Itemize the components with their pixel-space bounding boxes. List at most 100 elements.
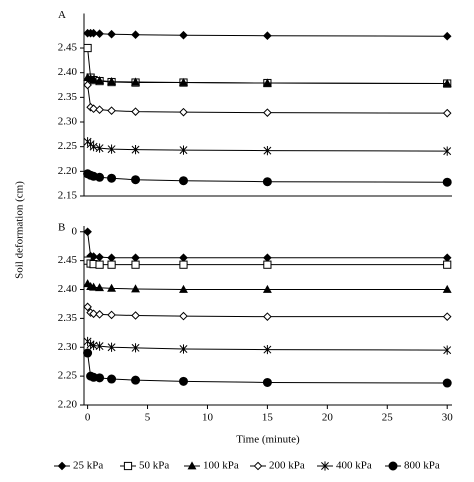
legend-item: 200 kPa: [250, 460, 305, 472]
marker: [89, 104, 98, 114]
x-tick-label: 0: [85, 412, 91, 424]
marker: [443, 260, 452, 269]
series-line: [87, 47, 448, 85]
marker: [107, 144, 116, 154]
marker: [179, 311, 188, 321]
marker: [179, 253, 188, 263]
y-tick-label: 2.25: [58, 370, 78, 382]
marker: [443, 146, 452, 156]
x-tick-label: 10: [202, 412, 214, 424]
marker: [263, 260, 272, 269]
marker: [83, 302, 92, 312]
marker: [107, 76, 117, 85]
legend-label: 50 kPa: [139, 460, 169, 472]
marker: [442, 177, 452, 187]
marker: [131, 30, 140, 40]
y-tick-label: 2.15: [58, 190, 78, 202]
marker: [442, 312, 452, 321]
x-tick-label: 5: [145, 412, 151, 424]
x-tick-label: 25: [382, 412, 394, 424]
marker: [262, 78, 272, 87]
marker: [107, 310, 116, 320]
marker: [442, 108, 452, 118]
marker: [443, 345, 452, 355]
marker: [95, 29, 104, 39]
marker: [131, 107, 140, 116]
y-axis-label: Soil deformation (cm): [14, 181, 26, 279]
marker: [179, 260, 188, 269]
marker: [95, 105, 104, 114]
marker: [95, 75, 105, 84]
marker: [95, 172, 105, 182]
marker: [83, 43, 92, 53]
x-tick-label: 15: [262, 412, 274, 424]
marker: [107, 260, 116, 269]
legend-item: 25 kPa: [54, 460, 103, 472]
legend-marker: [388, 461, 398, 471]
marker: [107, 106, 116, 115]
marker: [89, 74, 99, 83]
y-tick-label: 2.40: [58, 283, 78, 295]
legend-item: 400 kPa: [317, 460, 372, 472]
legend-label: 800 kPa: [404, 460, 440, 472]
legend-marker: [57, 461, 67, 471]
marker: [107, 253, 116, 263]
legend-item: 100 kPa: [184, 460, 239, 472]
y-tick-label: 2.35: [58, 312, 78, 324]
marker: [95, 260, 104, 269]
marker: [131, 145, 140, 155]
legend-label: 200 kPa: [269, 460, 305, 472]
marker: [179, 284, 188, 293]
legend-label: 25 kPa: [73, 460, 103, 472]
y-tick-label: 2.20: [58, 399, 78, 411]
y-tick-label: 0: [72, 225, 78, 237]
marker: [178, 176, 188, 186]
marker: [107, 374, 117, 384]
legend-marker: [123, 461, 133, 471]
marker: [83, 348, 93, 358]
y-tick-label: 2.40: [58, 66, 78, 78]
marker: [107, 29, 116, 39]
marker: [263, 344, 272, 355]
marker: [262, 377, 272, 387]
panel-label: B: [58, 222, 65, 234]
marker: [179, 107, 188, 117]
marker: [131, 253, 140, 263]
y-tick-label: 2.30: [58, 341, 78, 353]
panel-label: A: [58, 9, 66, 21]
legend-marker: [187, 461, 197, 470]
marker: [178, 376, 188, 386]
marker: [179, 77, 188, 86]
x-tick-label: 30: [442, 412, 454, 424]
marker: [89, 309, 98, 319]
marker: [262, 177, 272, 187]
y-tick-label: 2.30: [58, 116, 78, 128]
marker: [107, 173, 117, 183]
marker: [95, 143, 104, 153]
legend-marker: [253, 461, 263, 471]
y-tick-label: 2.45: [58, 42, 78, 54]
marker: [179, 30, 188, 40]
marker: [263, 108, 272, 117]
marker: [95, 310, 104, 319]
marker: [131, 311, 140, 320]
marker: [442, 253, 452, 263]
marker: [107, 342, 116, 352]
marker: [95, 283, 105, 292]
marker: [131, 77, 140, 86]
marker: [131, 260, 140, 269]
legend-label: 100 kPa: [203, 460, 239, 472]
legend-item: 800 kPa: [385, 460, 440, 472]
marker: [179, 344, 188, 354]
legend-marker: [321, 461, 329, 471]
marker: [89, 28, 98, 38]
marker: [131, 175, 141, 185]
marker: [83, 80, 92, 90]
marker: [95, 252, 104, 262]
marker: [442, 78, 452, 87]
marker: [179, 145, 188, 155]
marker: [442, 378, 452, 388]
marker: [83, 227, 92, 237]
marker: [131, 375, 141, 385]
